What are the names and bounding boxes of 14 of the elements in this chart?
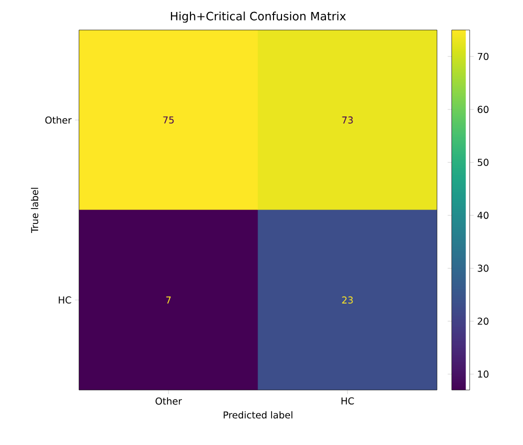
y-axis-title: True label bbox=[30, 188, 38, 234]
color-bar-label: 50 bbox=[478, 158, 488, 166]
data-label: 73 bbox=[342, 116, 353, 124]
data-label: 7 bbox=[166, 296, 171, 304]
color-bar-label: 60 bbox=[478, 106, 488, 113]
data-label: 75 bbox=[163, 116, 174, 124]
color-bar-label: 30 bbox=[478, 264, 488, 272]
color-bar-label: 20 bbox=[478, 318, 488, 325]
chart-title: High+Critical Confusion Matrix bbox=[170, 12, 346, 23]
color-bar-label: 10 bbox=[478, 370, 488, 378]
data-label: 23 bbox=[342, 296, 353, 304]
color-bar-label: 70 bbox=[478, 52, 488, 60]
x-axis-title: Predicted label bbox=[224, 411, 292, 419]
color-bar-label: 40 bbox=[478, 212, 488, 219]
